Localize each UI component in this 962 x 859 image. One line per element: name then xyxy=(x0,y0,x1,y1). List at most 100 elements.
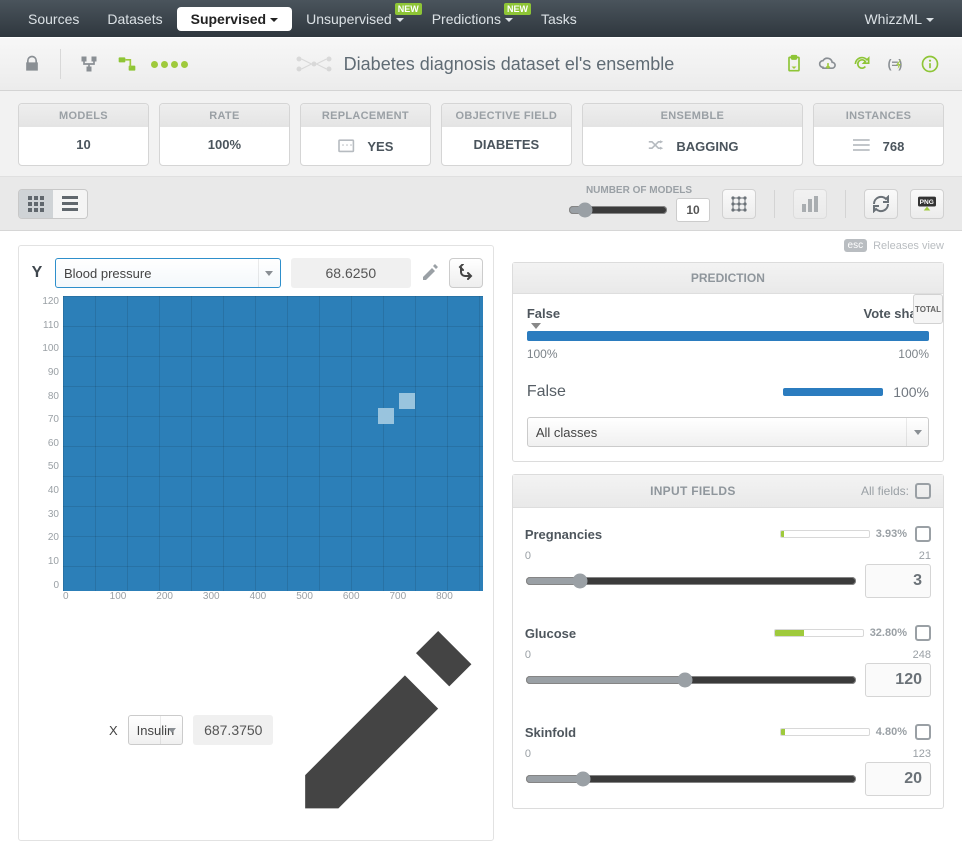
field-slider[interactable] xyxy=(525,573,857,589)
card-value: YES xyxy=(367,139,393,154)
matrix-icon[interactable] xyxy=(722,189,756,219)
scale-left: 100% xyxy=(527,347,558,361)
nav-unsupervised-label: Unsupervised xyxy=(306,11,392,27)
y-axis-selector-row: Y Blood pressure 68.6250 xyxy=(29,258,483,288)
range-max: 248 xyxy=(913,649,931,661)
y-value-display: 68.6250 xyxy=(291,258,411,288)
importance-bar xyxy=(774,629,864,637)
lightning-icon[interactable]: (=) xyxy=(882,50,910,78)
field-checkbox[interactable] xyxy=(915,724,931,740)
lock-icon[interactable] xyxy=(18,50,46,78)
view-toggle xyxy=(18,189,88,219)
input-fields-panel: INPUT FIELDS All fields: Pregnancies 3.9… xyxy=(512,474,944,809)
nav-supervised[interactable]: Supervised xyxy=(177,7,292,31)
pipeline-icon[interactable] xyxy=(75,50,103,78)
field-name: Pregnancies xyxy=(525,527,602,542)
nav-whizzml[interactable]: WhizzML xyxy=(850,5,948,33)
grid-view-button[interactable] xyxy=(19,190,53,218)
heatmap-plot[interactable] xyxy=(63,296,483,591)
class-filter-select[interactable]: All classes xyxy=(527,417,929,447)
nav-unsupervised[interactable]: UnsupervisedNEW xyxy=(292,5,418,33)
chevron-down-icon xyxy=(906,418,928,446)
info-icon[interactable] xyxy=(916,50,944,78)
y-field-select[interactable]: Blood pressure xyxy=(55,258,281,288)
card-replacement: REPLACEMENTYES xyxy=(300,103,431,166)
importance-bar xyxy=(780,530,870,538)
importance-pct: 32.80% xyxy=(870,627,907,639)
heatmap-chart: 1201101009080706050403020100 01002003004… xyxy=(29,296,483,625)
pointer-icon xyxy=(531,323,541,329)
range-min: 0 xyxy=(525,748,531,760)
all-fields-checkbox[interactable] xyxy=(915,483,931,499)
nav-whizzml-label: WhizzML xyxy=(864,11,922,27)
svg-text:PNG: PNG xyxy=(920,199,934,206)
flow-icon[interactable] xyxy=(113,50,141,78)
chevron-down-icon xyxy=(258,259,280,287)
hot-cell xyxy=(378,408,394,424)
card-value: DIABETES xyxy=(442,127,571,161)
card-objective: OBJECTIVE FIELDDIABETES xyxy=(441,103,572,166)
field-glucose: Glucose 32.80% 0 248 120 xyxy=(525,616,931,711)
y-field-value: Blood pressure xyxy=(64,266,151,281)
x-field-select[interactable]: Insulin xyxy=(128,715,184,745)
main-content: Y Blood pressure 68.6250 120110100908070… xyxy=(0,231,962,859)
nav-predictions[interactable]: PredictionsNEW xyxy=(418,5,527,33)
range-min: 0 xyxy=(525,550,531,562)
pencil-icon[interactable] xyxy=(283,631,483,831)
range-max: 123 xyxy=(913,748,931,760)
input-fields-title: INPUT FIELDS xyxy=(525,484,861,498)
toolbar: NUMBER OF MODELS 10 PNG xyxy=(0,177,962,231)
x-axis-label: X xyxy=(109,723,118,738)
card-value: 10 xyxy=(19,127,148,161)
range-min: 0 xyxy=(525,649,531,661)
card-value: BAGGING xyxy=(676,139,738,154)
nav-tasks[interactable]: Tasks xyxy=(527,5,591,33)
x-value-display: 687.3750 xyxy=(193,715,273,745)
calendar-icon xyxy=(337,137,357,156)
clipboard-icon[interactable] xyxy=(780,50,808,78)
card-label: ENSEMBLE xyxy=(583,104,802,127)
field-value[interactable]: 120 xyxy=(865,663,931,697)
nav-sources[interactable]: Sources xyxy=(14,5,93,33)
refresh-icon[interactable] xyxy=(848,50,876,78)
field-value[interactable]: 3 xyxy=(865,564,931,598)
png-export-icon[interactable]: PNG xyxy=(910,189,944,219)
field-name: Glucose xyxy=(525,626,576,641)
summary-cards: MODELS10 RATE100% REPLACEMENTYES OBJECTI… xyxy=(0,91,962,177)
swap-axes-button[interactable] xyxy=(449,258,483,288)
hot-cell xyxy=(399,393,415,409)
num-models-value: 10 xyxy=(676,198,710,222)
num-models-slider[interactable] xyxy=(568,202,668,218)
cloud-download-icon[interactable] xyxy=(814,50,842,78)
field-checkbox[interactable] xyxy=(915,625,931,641)
pencil-icon[interactable] xyxy=(421,264,439,282)
card-rate: RATE100% xyxy=(159,103,290,166)
nav-datasets[interactable]: Datasets xyxy=(93,5,176,33)
prediction-result-label: False xyxy=(527,383,566,401)
x-axis-ticks: 0100200300400500600700800 xyxy=(29,591,483,625)
importance-pct: 4.80% xyxy=(876,726,907,738)
result-bar xyxy=(783,388,883,396)
barchart-icon[interactable] xyxy=(793,189,827,219)
shuffle-icon xyxy=(646,137,666,156)
reload-icon[interactable] xyxy=(864,189,898,219)
total-badge[interactable]: TOTAL xyxy=(913,294,943,324)
prediction-panel: PREDICTION TOTAL FalseVote share 100%100… xyxy=(512,262,944,462)
page-title: Diabetes diagnosis dataset el's ensemble xyxy=(198,52,770,76)
field-slider[interactable] xyxy=(525,771,857,787)
importance-pct: 3.93% xyxy=(876,528,907,540)
nav-supervised-label: Supervised xyxy=(191,11,266,27)
list-view-button[interactable] xyxy=(53,190,87,218)
field-skinfold: Skinfold 4.80% 0123 20 xyxy=(525,715,931,808)
card-label: INSTANCES xyxy=(814,104,943,127)
result-pct: 100% xyxy=(893,384,929,400)
class-filter-value: All classes xyxy=(536,425,597,440)
field-value[interactable]: 20 xyxy=(865,762,931,796)
pred-class-label: False xyxy=(527,306,560,321)
card-models: MODELS10 xyxy=(18,103,149,166)
field-slider[interactable] xyxy=(525,672,857,688)
field-checkbox[interactable] xyxy=(915,526,931,542)
card-label: OBJECTIVE FIELD xyxy=(442,104,571,127)
vote-share-bar xyxy=(527,331,929,341)
chevron-down-icon xyxy=(160,716,182,744)
